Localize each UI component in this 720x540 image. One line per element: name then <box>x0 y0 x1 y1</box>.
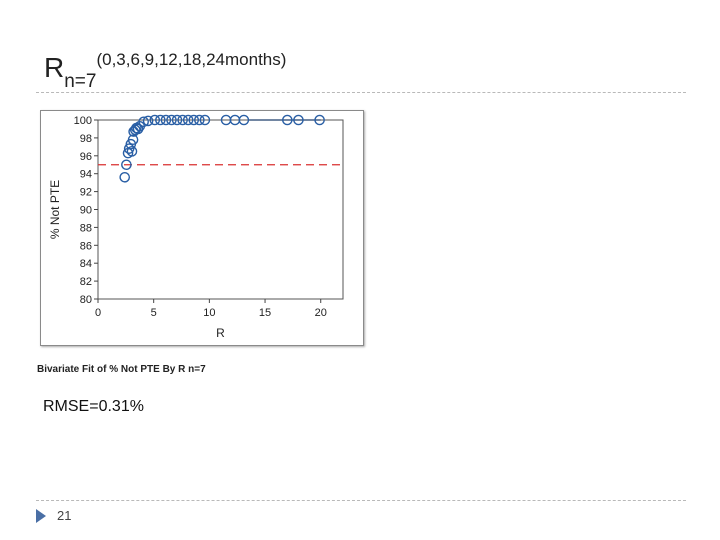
y-tick-label: 88 <box>80 222 92 234</box>
title-superscript: (0,3,6,9,12,18,24months) <box>96 50 287 69</box>
data-point <box>314 114 325 126</box>
data-point <box>194 114 205 126</box>
data-point <box>127 134 139 145</box>
y-tick-label: 86 <box>80 240 92 252</box>
data-point <box>171 114 183 126</box>
y-axis-label: % Not PTE <box>48 180 62 239</box>
data-point <box>177 114 188 126</box>
data-point <box>155 114 166 126</box>
x-tick-label: 15 <box>259 307 271 319</box>
data-point <box>238 114 250 126</box>
data-point <box>123 143 135 154</box>
y-tick-label: 96 <box>80 151 92 163</box>
data-point <box>182 114 194 126</box>
chart-caption: Bivariate Fit of % Not PTE By R n=7 <box>37 364 206 375</box>
data-point <box>126 146 138 157</box>
data-point <box>282 114 293 126</box>
chart-frame: 80 82 84 86 88 90 92 94 96 98 100 0 5 10 15 20 R % Not PT… <box>40 110 364 346</box>
data-point <box>199 114 211 126</box>
data-point <box>119 171 131 183</box>
title-subscript: n=7 <box>64 71 97 92</box>
data-point <box>132 123 144 135</box>
y-tick-label: 90 <box>80 205 92 217</box>
data-point <box>166 114 177 126</box>
data-point <box>138 116 149 128</box>
y-tick-label: 84 <box>80 258 92 270</box>
y-tick-label: 94 <box>80 169 92 181</box>
slide-arrow-icon <box>36 509 46 523</box>
x-tick-label: 5 <box>151 307 157 319</box>
x-tick-label: 0 <box>95 307 101 319</box>
x-axis-label: R <box>216 326 225 340</box>
y-tick-label: 98 <box>80 133 92 145</box>
bottom-divider <box>36 500 686 501</box>
y-tick-label: 100 <box>74 115 92 127</box>
x-tick-label: 10 <box>203 307 215 319</box>
y-tick-label: 82 <box>80 276 92 288</box>
y-tick-label: 80 <box>80 294 92 306</box>
y-tick-label: 92 <box>80 187 92 199</box>
title-main: R <box>44 52 65 83</box>
data-point <box>293 114 304 126</box>
top-divider <box>36 92 686 93</box>
data-point <box>121 159 132 171</box>
slide-title: Rn=7 (0,3,6,9,12,18,24months) <box>44 50 287 92</box>
rmse-text: RMSE=0.31% <box>43 398 144 415</box>
scatter-chart: 80 82 84 86 88 90 92 94 96 98 100 0 5 10 15 20 R % Not PT… <box>48 114 344 340</box>
data-point <box>188 114 200 126</box>
data-point <box>160 114 172 126</box>
page-number: 21 <box>57 508 72 523</box>
x-tick-label: 20 <box>315 307 327 319</box>
data-point <box>149 114 161 126</box>
data-point <box>142 115 154 127</box>
